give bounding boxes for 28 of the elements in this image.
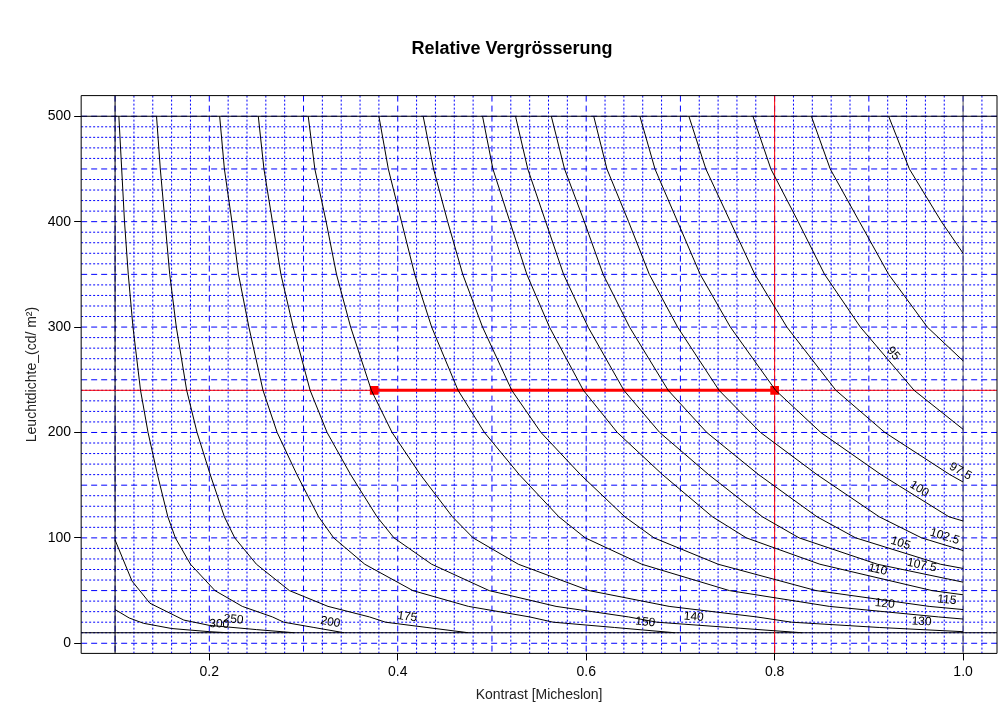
x-axis-title: Kontrast [Micheslon] [475,686,603,703]
series-label: 130 [911,613,933,629]
y-tick-label: 400 [47,212,72,229]
text: 200 [319,612,342,631]
x-tick-label: 0.2 [199,662,220,679]
text: 105 [889,533,913,553]
text: 110 [867,559,890,579]
y-axis-title: Leuchtdichte_(cd/ m²) [23,306,40,443]
x-tick-label: 0.4 [388,662,408,679]
y-tick-label: 100 [47,528,72,545]
series-label: 150 [634,613,657,630]
x-tick-label: 0.8 [764,662,785,679]
series-label: 140 [683,608,705,624]
text: 107.5 [905,554,939,575]
chart-title: Relative Vergrösserung [411,37,613,58]
x-tick-label: 1.0 [953,662,974,679]
text: 102.5 [928,524,962,548]
x-tick-label: 0.6 [576,662,597,679]
y-tick-label: 300 [47,317,72,334]
text: 120 [874,595,896,611]
y-tick-label: 0 [63,634,72,651]
text: 97.5 [947,458,975,483]
text: 100 [907,477,933,500]
text: 95 [884,343,904,363]
text: 175 [396,608,419,625]
y-tick-label: 200 [47,423,72,440]
y-tick-label: 500 [47,107,72,124]
text: 115 [936,591,958,608]
